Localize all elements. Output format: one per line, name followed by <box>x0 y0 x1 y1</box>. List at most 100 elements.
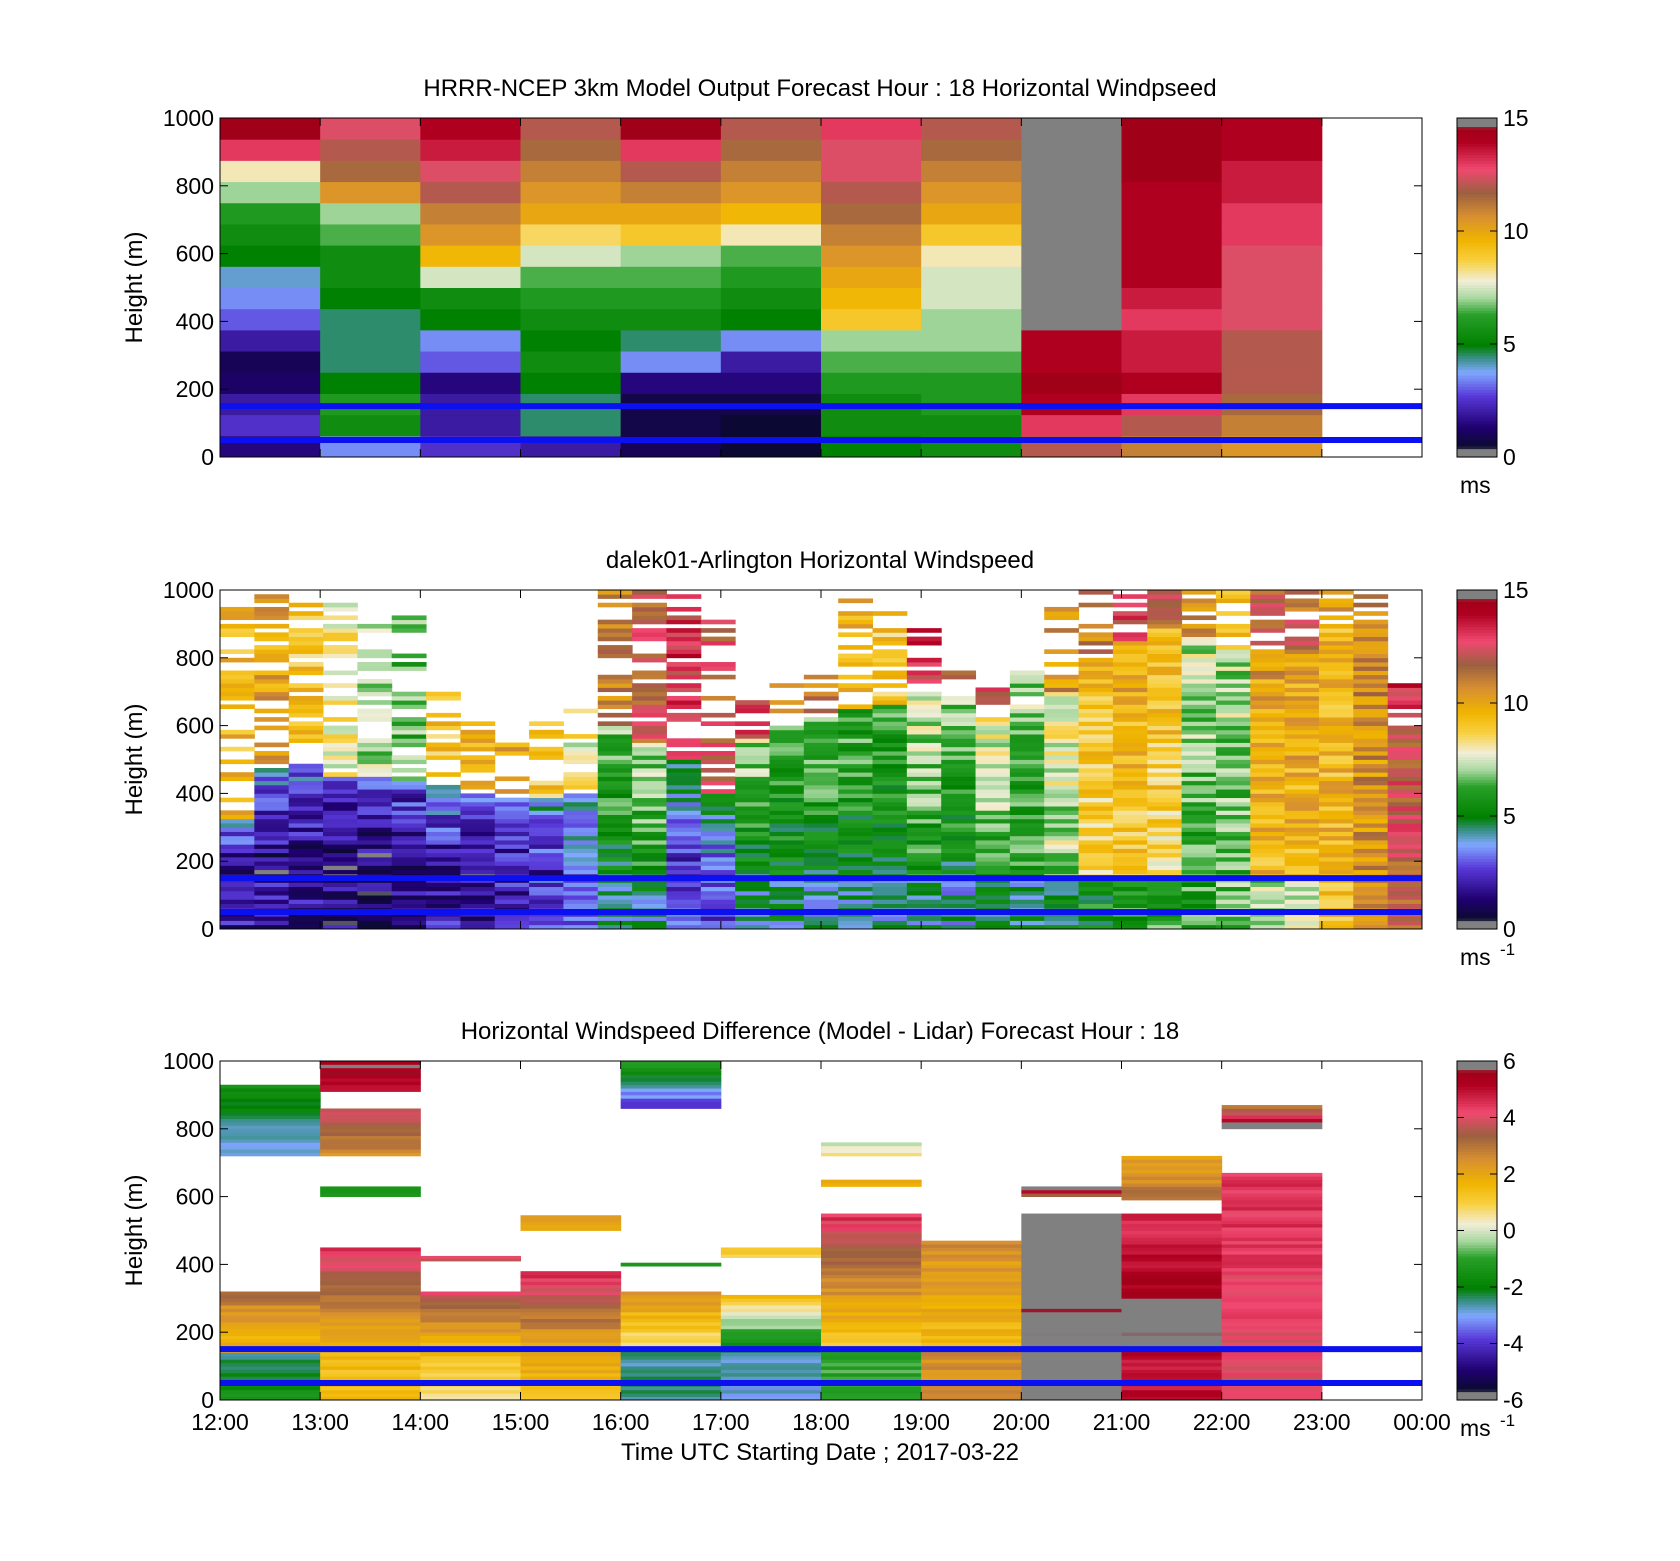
heatmap-cell <box>821 181 922 204</box>
heatmap-cell <box>323 793 358 799</box>
heatmap-cell <box>1215 653 1251 659</box>
heatmap-cell <box>821 1277 922 1282</box>
heatmap-cell <box>803 784 839 790</box>
colorbar-swatch <box>1457 208 1497 212</box>
heatmap-cell <box>906 640 942 646</box>
heatmap-cell <box>320 1081 421 1086</box>
heatmap-cell <box>1044 708 1080 714</box>
heatmap-cell <box>494 840 530 845</box>
heatmap-cell <box>620 118 722 140</box>
heatmap-cell <box>254 890 290 896</box>
heatmap-cell <box>620 1355 722 1360</box>
heatmap-cell <box>1318 615 1354 621</box>
colorbar-swatch <box>1457 612 1497 617</box>
heatmap-cell <box>700 814 736 820</box>
heatmap-cell <box>941 835 977 841</box>
heatmap-cell <box>1318 814 1354 820</box>
heatmap-cell <box>975 751 1011 756</box>
heatmap-cell <box>520 1396 622 1400</box>
heatmap-cell <box>941 695 977 701</box>
heatmap-cell <box>1318 784 1354 790</box>
colorbar-swatch <box>1457 372 1497 376</box>
heatmap-cell <box>288 886 324 892</box>
heatmap-cell <box>1284 738 1320 743</box>
heatmap-cell <box>529 789 564 794</box>
heatmap-cell <box>769 797 805 803</box>
heatmap-cell <box>666 700 702 705</box>
colorbar-swatch <box>1457 923 1497 927</box>
heatmap-cell <box>529 797 564 803</box>
heatmap-cell <box>288 653 324 659</box>
heatmap-cell <box>700 780 736 786</box>
heatmap-cell <box>1215 649 1251 654</box>
heatmap-cell <box>872 780 908 786</box>
heatmap-cell <box>1181 895 1217 900</box>
colorbar-swatch <box>1457 663 1497 667</box>
heatmap-cell <box>254 598 290 604</box>
heatmap-cell <box>254 594 290 599</box>
heatmap-cell <box>1121 118 1223 140</box>
heatmap-cell <box>735 801 770 807</box>
heatmap-cell <box>1221 1298 1323 1303</box>
heatmap-cell <box>1121 329 1223 352</box>
heatmap-cell <box>975 772 1011 777</box>
colorbar-swatch <box>1457 1329 1497 1333</box>
heatmap-cell <box>1318 691 1354 697</box>
heatmap-cell <box>529 916 564 921</box>
colorbar-swatch <box>1457 304 1497 308</box>
heatmap-cell <box>563 751 599 756</box>
colorbar-swatch <box>1457 1148 1497 1152</box>
heatmap-cell <box>1147 755 1183 760</box>
heatmap-cell <box>1112 780 1148 786</box>
heatmap-cell <box>906 763 942 769</box>
heatmap-cell <box>1284 823 1320 828</box>
heatmap-cell <box>220 1335 321 1340</box>
heatmap-cell <box>1009 848 1045 854</box>
heatmap-cell <box>720 1294 822 1299</box>
heatmap-cell <box>391 903 427 909</box>
heatmap-cell <box>921 1281 1022 1286</box>
heatmap-cell <box>1250 666 1286 671</box>
heatmap-cell <box>597 602 633 608</box>
heatmap-cell <box>1121 372 1223 394</box>
heatmap-cell <box>1044 763 1080 769</box>
heatmap-cell <box>1318 755 1354 760</box>
heatmap-cell <box>460 797 496 803</box>
heatmap-cell <box>1147 636 1183 642</box>
heatmap-cell <box>597 818 633 824</box>
heatmap-cell <box>1121 1298 1223 1303</box>
heatmap-cell <box>520 1271 622 1275</box>
colorbar-swatch <box>1457 875 1497 879</box>
heatmap-cell <box>1318 890 1354 896</box>
heatmap-cell <box>1387 755 1422 760</box>
heatmap-cell <box>520 1277 622 1282</box>
heatmap-cell <box>872 704 908 710</box>
heatmap-cell <box>1221 1125 1323 1130</box>
heatmap-cell <box>1318 598 1354 604</box>
colorbar-swatch <box>1457 123 1497 128</box>
heatmap-cell <box>563 886 599 892</box>
heatmap-cell <box>254 806 290 811</box>
heatmap-cell <box>921 1369 1022 1374</box>
heatmap-cell <box>720 1393 822 1398</box>
heatmap-cell <box>1353 772 1389 777</box>
x-tick-label: 13:00 <box>291 1409 349 1435</box>
heatmap-cell <box>460 882 496 888</box>
heatmap-cell <box>597 899 633 904</box>
heatmap-cell <box>1284 590 1320 595</box>
heatmap-cell <box>220 1088 321 1092</box>
heatmap-cell <box>1284 683 1320 688</box>
heatmap-cell <box>597 725 633 731</box>
colorbar-swatch <box>1457 1278 1497 1282</box>
y-tick-label: 200 <box>176 376 214 402</box>
heatmap-cell <box>426 725 461 731</box>
heatmap-cell <box>1284 717 1320 722</box>
heatmap-cell <box>1021 1342 1122 1347</box>
heatmap-cell <box>1044 615 1080 621</box>
heatmap-cell <box>1147 793 1183 799</box>
heatmap-cell <box>597 793 633 799</box>
heatmap-cell <box>1215 678 1251 684</box>
heatmap-cell <box>666 717 702 722</box>
heatmap-cell <box>1112 725 1148 731</box>
